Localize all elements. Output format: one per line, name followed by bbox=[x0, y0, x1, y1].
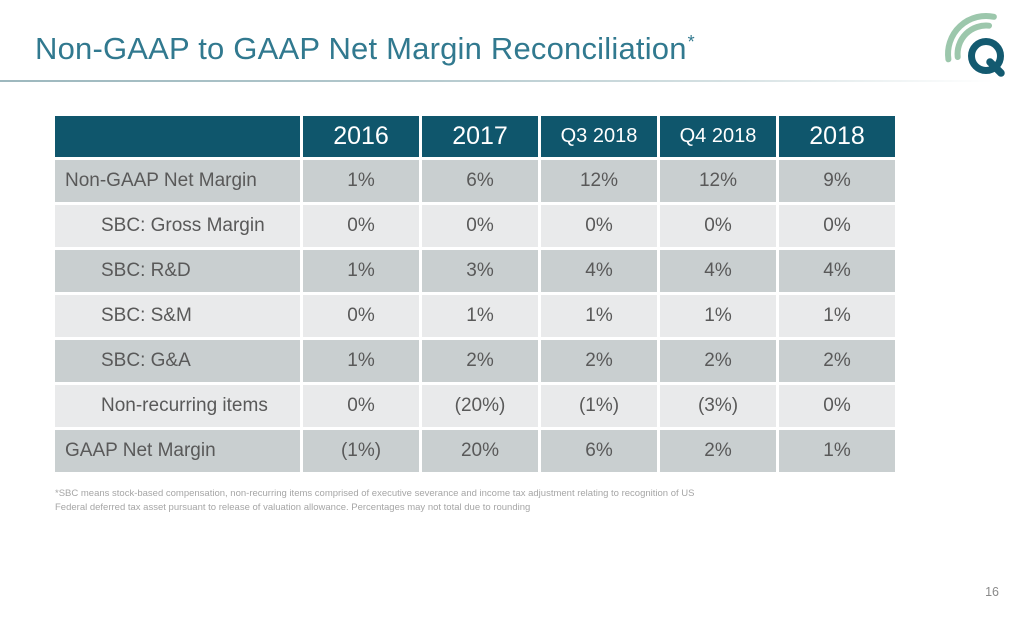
row-label-cell: GAAP Net Margin bbox=[55, 430, 300, 472]
value-cell: 6% bbox=[422, 160, 538, 202]
table-row: SBC: R&D 1% 3% 4% 4% 4% bbox=[55, 250, 895, 292]
value-cell: 6% bbox=[541, 430, 657, 472]
title-footnote-asterisk: * bbox=[687, 32, 695, 52]
page-title: Non-GAAP to GAAP Net Margin Reconciliati… bbox=[35, 31, 695, 67]
page-title-text: Non-GAAP to GAAP Net Margin Reconciliati… bbox=[35, 31, 687, 66]
value-cell: 1% bbox=[779, 295, 895, 337]
value-cell: 1% bbox=[303, 250, 419, 292]
value-cell: 0% bbox=[303, 295, 419, 337]
row-label-cell: SBC: S&M bbox=[55, 295, 300, 337]
value-cell: 0% bbox=[303, 385, 419, 427]
column-header-cell: Q3 2018 bbox=[541, 116, 657, 157]
value-cell: 12% bbox=[541, 160, 657, 202]
value-cell: 4% bbox=[779, 250, 895, 292]
table-body: Non-GAAP Net Margin 1% 6% 12% 12% 9% SBC: Gros… bbox=[55, 160, 895, 472]
table-row: SBC: S&M 0% 1% 1% 1% 1% bbox=[55, 295, 895, 337]
title-divider bbox=[0, 80, 1024, 82]
value-cell: 0% bbox=[779, 385, 895, 427]
row-label-cell: SBC: Gross Margin bbox=[55, 205, 300, 247]
value-cell: (1%) bbox=[541, 385, 657, 427]
reconciliation-table: 2016 2017 Q3 2018 Q4 2018 2018 Non-GAAP Net … bbox=[52, 113, 898, 475]
company-logo bbox=[945, 13, 1005, 77]
column-header-cell: Q4 2018 bbox=[660, 116, 776, 157]
row-label-cell: Non-recurring items bbox=[55, 385, 300, 427]
value-cell: 2% bbox=[541, 340, 657, 382]
value-cell: 20% bbox=[422, 430, 538, 472]
value-cell: (3%) bbox=[660, 385, 776, 427]
value-cell: 2% bbox=[660, 340, 776, 382]
row-label-cell: SBC: R&D bbox=[55, 250, 300, 292]
row-label-cell: Non-GAAP Net Margin bbox=[55, 160, 300, 202]
signal-arcs-icon bbox=[945, 13, 997, 63]
value-cell: 2% bbox=[422, 340, 538, 382]
value-cell: 1% bbox=[303, 340, 419, 382]
footnote: *SBC means stock-based compensation, non… bbox=[55, 487, 755, 516]
value-cell: 1% bbox=[303, 160, 419, 202]
value-cell: 1% bbox=[541, 295, 657, 337]
table-row: Non-GAAP Net Margin 1% 6% 12% 12% 9% bbox=[55, 160, 895, 202]
table-row: Non-recurring items 0% (20%) (1%) (3%) 0% bbox=[55, 385, 895, 427]
value-cell: 1% bbox=[779, 430, 895, 472]
column-header-cell: 2016 bbox=[303, 116, 419, 157]
row-label-header-cell bbox=[55, 116, 300, 157]
logo-q-letter bbox=[968, 38, 1005, 77]
page-number: 16 bbox=[985, 585, 999, 599]
value-cell: 3% bbox=[422, 250, 538, 292]
value-cell: (20%) bbox=[422, 385, 538, 427]
table-header-row: 2016 2017 Q3 2018 Q4 2018 2018 bbox=[55, 116, 895, 157]
value-cell: 1% bbox=[422, 295, 538, 337]
column-header-cell: 2017 bbox=[422, 116, 538, 157]
value-cell: 0% bbox=[422, 205, 538, 247]
table-row: SBC: G&A 1% 2% 2% 2% 2% bbox=[55, 340, 895, 382]
value-cell: 4% bbox=[660, 250, 776, 292]
footnote-line-2: Federal deferred tax asset pursuant to r… bbox=[55, 502, 531, 514]
table-row: SBC: Gross Margin 0% 0% 0% 0% 0% bbox=[55, 205, 895, 247]
footnote-line-1: *SBC means stock-based compensation, non… bbox=[55, 488, 695, 499]
column-header-cell: 2018 bbox=[779, 116, 895, 157]
value-cell: 1% bbox=[660, 295, 776, 337]
value-cell: 0% bbox=[303, 205, 419, 247]
value-cell: (1%) bbox=[303, 430, 419, 472]
value-cell: 4% bbox=[541, 250, 657, 292]
value-cell: 9% bbox=[779, 160, 895, 202]
value-cell: 2% bbox=[660, 430, 776, 472]
value-cell: 0% bbox=[541, 205, 657, 247]
row-label-cell: SBC: G&A bbox=[55, 340, 300, 382]
value-cell: 2% bbox=[779, 340, 895, 382]
value-cell: 12% bbox=[660, 160, 776, 202]
value-cell: 0% bbox=[779, 205, 895, 247]
table-row: GAAP Net Margin (1%) 20% 6% 2% 1% bbox=[55, 430, 895, 472]
value-cell: 0% bbox=[660, 205, 776, 247]
